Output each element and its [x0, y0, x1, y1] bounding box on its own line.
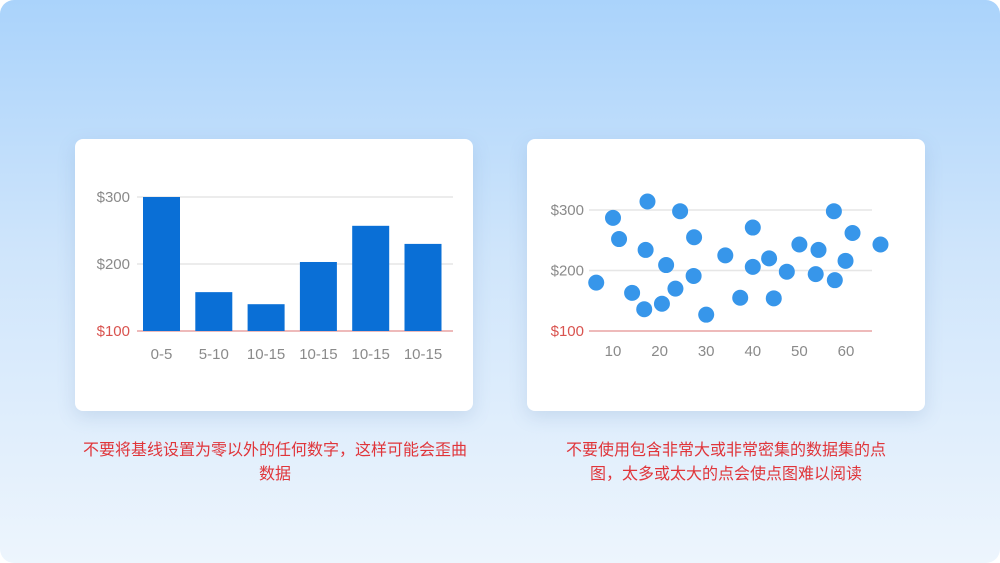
x-tick-label: 50 [791, 343, 808, 360]
bar-chart-card: $100 $200 $300 0-5 5-10 10-15 10-15 10-15 10-15 [75, 139, 473, 411]
scatter-point [667, 280, 684, 297]
scatter-point [872, 236, 889, 253]
scatter-point [686, 229, 703, 246]
x-tick-label: 10-15 [404, 346, 442, 363]
bar [247, 304, 285, 331]
scatter-point [744, 258, 761, 275]
bar [404, 243, 442, 331]
x-tick-label: 10 [605, 343, 622, 360]
y-tick-label: $100 [551, 323, 584, 340]
x-tick-label: 60 [838, 343, 855, 360]
scatter-point [765, 290, 782, 307]
y-tick-label: $200 [97, 256, 130, 273]
scatter-point [636, 301, 653, 318]
y-tick-label: $100 [97, 323, 130, 340]
x-tick-label: 5-10 [199, 346, 229, 363]
scatter-point [685, 267, 702, 284]
bar [299, 261, 337, 331]
scatter-point [825, 203, 842, 220]
y-tick-label: $200 [551, 263, 584, 280]
x-tick-label: 0-5 [151, 346, 173, 363]
scatter-point [605, 209, 621, 226]
x-tick-label: 40 [744, 343, 761, 360]
scatter-point [624, 284, 641, 301]
scatter-point [791, 236, 808, 253]
x-tick-label: 10-15 [247, 346, 285, 363]
scatter-chart-caption: 不要使用包含非常大或非常密集的数据集的点图，太多或太大的点会使点图难以阅读 [565, 442, 886, 483]
bar [143, 197, 180, 331]
scatter-point [744, 219, 761, 236]
scatter-point [658, 257, 675, 274]
scatter-point [698, 306, 715, 323]
scatter-point [611, 231, 628, 248]
scatter-point [826, 272, 843, 289]
y-tick-label: $300 [551, 202, 584, 219]
bar [195, 292, 233, 331]
scatter-point [717, 247, 734, 264]
scatter-chart: $100 $200 $300 10 20 30 40 50 60 [551, 193, 889, 360]
scatter-point [637, 241, 654, 258]
scatter-point [761, 250, 778, 267]
scatter-point [837, 252, 854, 269]
scatter-point [778, 263, 795, 280]
scatter-chart-card: $100 $200 $300 10 20 30 40 50 60 [527, 139, 925, 411]
x-tick-label: 10-15 [352, 346, 390, 363]
scatter-point [588, 274, 605, 291]
y-tick-label: $300 [97, 189, 130, 206]
x-tick-label: 30 [698, 343, 715, 360]
scatter-point [653, 295, 670, 312]
scatter-point [807, 266, 824, 283]
x-tick-label: 20 [651, 343, 668, 360]
scatter-point [844, 224, 861, 241]
scatter-point [639, 193, 656, 210]
bar [352, 225, 390, 331]
scatter-point [732, 289, 749, 306]
bar-chart-caption: 不要将基线设置为零以外的任何数字，这样可能会歪曲数据 [82, 442, 467, 483]
scatter-point [672, 203, 689, 220]
bar-chart: $100 $200 $300 0-5 5-10 10-15 10-15 10-15 10-15 [97, 189, 453, 363]
scatter-point [810, 241, 827, 258]
x-tick-label: 10-15 [299, 346, 337, 363]
